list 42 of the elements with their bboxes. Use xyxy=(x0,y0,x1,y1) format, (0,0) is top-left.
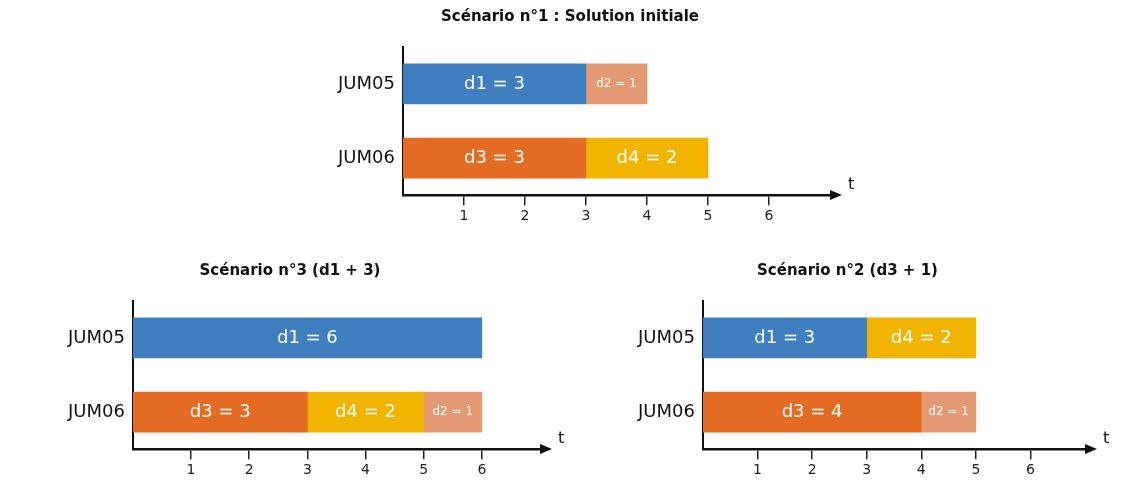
x-tick-label: 3 xyxy=(581,207,591,224)
x-axis-title: t xyxy=(1103,428,1110,448)
x-tick-label: 2 xyxy=(520,207,530,224)
data-label: d4 = 2 xyxy=(890,325,952,347)
data-label: d1 = 6 xyxy=(276,325,338,347)
y-tick-label: JUM06 xyxy=(637,399,695,421)
chart-title: Scénario n°1 : Solution initiale xyxy=(440,6,700,27)
data-label: d1 = 3 xyxy=(754,325,816,347)
y-tick-label: JUM06 xyxy=(67,399,125,421)
x-tick-label: 6 xyxy=(477,461,487,478)
x-tick-label: 4 xyxy=(361,461,371,478)
x-tick-label: 3 xyxy=(862,461,872,478)
data-label: d4 = 2 xyxy=(335,399,396,421)
x-axis-title: t xyxy=(558,428,565,448)
x-tick-label: 5 xyxy=(419,461,429,478)
x-tick-label: 6 xyxy=(1025,461,1035,478)
data-label: d3 = 3 xyxy=(464,145,525,167)
chart-title: Scénario n°3 (d1 + 3) xyxy=(198,260,382,281)
x-tick-label: 2 xyxy=(244,461,254,478)
data-label: d2 = 1 xyxy=(928,404,969,419)
data-label: d3 = 3 xyxy=(189,399,251,421)
chart-title: Scénario n°2 (d3 + 1) xyxy=(756,260,939,281)
x-tick-label: 5 xyxy=(971,461,981,478)
x-tick-label: 2 xyxy=(807,461,817,478)
x-axis-title: t xyxy=(848,174,855,194)
x-tick-label: 3 xyxy=(302,461,312,478)
data-label: d4 = 2 xyxy=(616,145,678,167)
x-tick-label: 4 xyxy=(916,461,926,478)
y-tick-label: JUM05 xyxy=(337,71,395,93)
x-tick-label: 5 xyxy=(703,207,713,224)
y-tick-label: JUM05 xyxy=(637,325,695,347)
x-tick-label: 1 xyxy=(186,461,196,478)
data-label: d2 = 1 xyxy=(432,404,474,419)
x-tick-label: 1 xyxy=(753,461,762,478)
x-tick-label: 1 xyxy=(459,207,469,224)
y-tick-label: JUM06 xyxy=(337,145,395,167)
x-tick-label: 6 xyxy=(764,207,774,224)
data-label: d3 = 4 xyxy=(781,399,843,421)
data-label: d2 = 1 xyxy=(596,76,637,91)
y-tick-label: JUM05 xyxy=(67,325,125,347)
x-tick-label: 4 xyxy=(642,207,652,224)
data-label: d1 = 3 xyxy=(464,71,525,93)
